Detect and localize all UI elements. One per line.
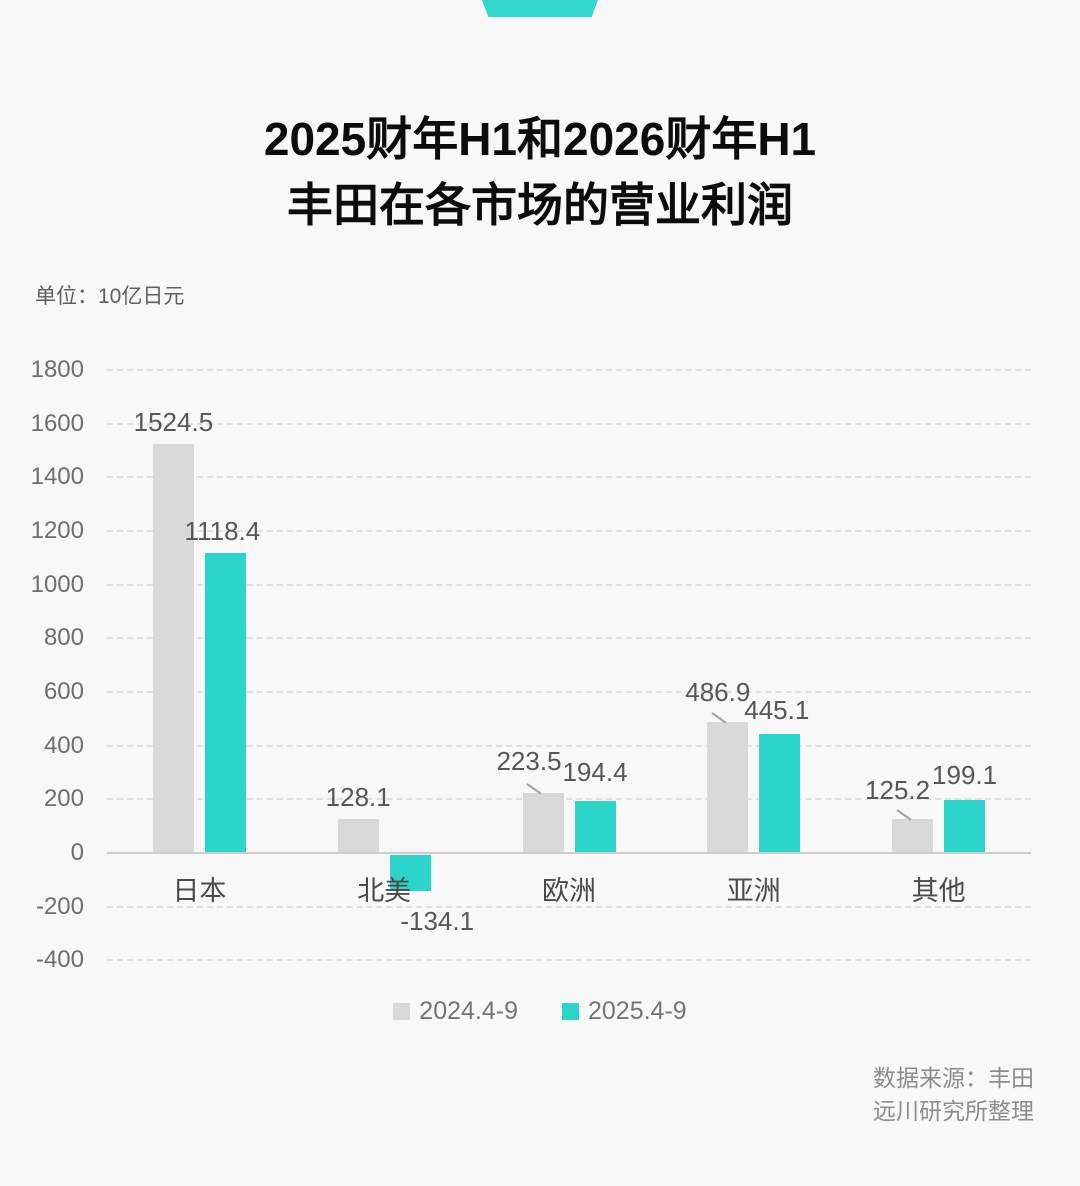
value-label-2024.4-9-亚洲: 486.9 — [685, 677, 751, 707]
legend-swatch-2025 — [562, 1003, 579, 1020]
chart-title: 2025财年H1和2026财年H1 丰田在各市场的营业利润 — [0, 106, 1080, 238]
gridline-200 — [107, 798, 1031, 801]
unit-label: 单位：10亿日元 — [35, 285, 185, 308]
value-label-2024.4-9-欧洲: 223.5 — [496, 746, 562, 776]
chart-title-line-1: 2025财年H1和2026财年H1 — [263, 113, 817, 165]
legend-label-2025: 2025.4-9 — [588, 997, 687, 1025]
gridline--400 — [107, 959, 1031, 962]
value-label-2024.4-9-其他: 125.2 — [865, 775, 931, 805]
x-axis-line — [107, 852, 1031, 854]
bar-2025.4-9-日本 — [204, 553, 246, 853]
bar-2024.4-9-其他 — [892, 819, 934, 853]
source-line-2: 远川研究所整理 — [873, 1098, 1034, 1124]
gridline-800 — [107, 637, 1031, 640]
value-label-2024.4-9-日本: 1524.5 — [133, 407, 214, 437]
y-axis-tick-200: 200 — [43, 785, 84, 813]
source-line-1: 数据来源：丰田 — [873, 1065, 1034, 1091]
y-axis-tick-1200: 1200 — [30, 517, 84, 545]
bar-2024.4-9-北美 — [337, 819, 379, 853]
y-axis-tick--400: -400 — [35, 946, 84, 974]
gridline-1000 — [107, 583, 1031, 586]
gridline-400 — [107, 744, 1031, 747]
gridline-600 — [107, 691, 1031, 694]
y-axis-tick-1800: 1800 — [30, 356, 84, 384]
y-axis-tick-1400: 1400 — [30, 463, 84, 491]
y-axis-tick-1600: 1600 — [30, 409, 84, 437]
gridline-1600 — [107, 422, 1031, 425]
y-axis-tick-600: 600 — [43, 678, 84, 706]
value-label-2025.4-9-北美: -134.1 — [400, 906, 475, 936]
y-axis-tick-0: 0 — [70, 839, 84, 866]
gridline-1200 — [107, 530, 1031, 533]
bar-2025.4-9-北美 — [389, 855, 431, 891]
value-label-2025.4-9-亚洲: 445.1 — [744, 695, 810, 725]
x-axis-label-欧洲: 欧洲 — [542, 876, 596, 906]
value-label-2025.4-9-日本: 1118.4 — [184, 516, 261, 546]
legend-item-2024: 2024.4-9 — [393, 997, 518, 1026]
x-axis-label-其他: 其他 — [911, 876, 966, 906]
x-axis-label-日本: 日本 — [172, 876, 227, 906]
x-axis-label-北美: 北美 — [357, 876, 412, 906]
gridline-1800 — [107, 369, 1031, 372]
value-label-2025.4-9-其他: 199.1 — [932, 760, 998, 790]
bar-2024.4-9-日本 — [152, 444, 194, 853]
data-source: 数据来源：丰田 远川研究所整理 — [873, 1062, 1034, 1128]
value-label-2024.4-9-北美: 128.1 — [325, 782, 391, 812]
x-axis-label-亚洲: 亚洲 — [726, 876, 781, 906]
chart-legend: 2024.4-9 2025.4-9 — [0, 997, 1080, 1026]
y-axis-tick-800: 800 — [43, 624, 84, 652]
bar-2025.4-9-其他 — [944, 800, 986, 853]
legend-label-2024: 2024.4-9 — [419, 997, 518, 1025]
chart-title-line-2: 丰田在各市场的营业利润 — [287, 179, 793, 231]
legend-item-2025: 2025.4-9 — [562, 997, 687, 1026]
gridline--200 — [107, 905, 1031, 908]
bar-2024.4-9-欧洲 — [522, 793, 564, 853]
bar-2025.4-9-亚洲 — [759, 734, 801, 853]
y-axis-tick-400: 400 — [43, 731, 84, 759]
bar-2024.4-9-亚洲 — [707, 722, 749, 853]
bar-2025.4-9-欧洲 — [574, 801, 616, 853]
y-axis-tick--200: -200 — [35, 892, 84, 920]
legend-swatch-2024 — [393, 1003, 411, 1020]
gridline-1400 — [107, 476, 1031, 479]
top-ribbon-decoration — [482, 0, 598, 17]
value-label-2025.4-9-欧洲: 194.4 — [562, 757, 628, 787]
y-axis-tick-1000: 1000 — [30, 570, 84, 598]
